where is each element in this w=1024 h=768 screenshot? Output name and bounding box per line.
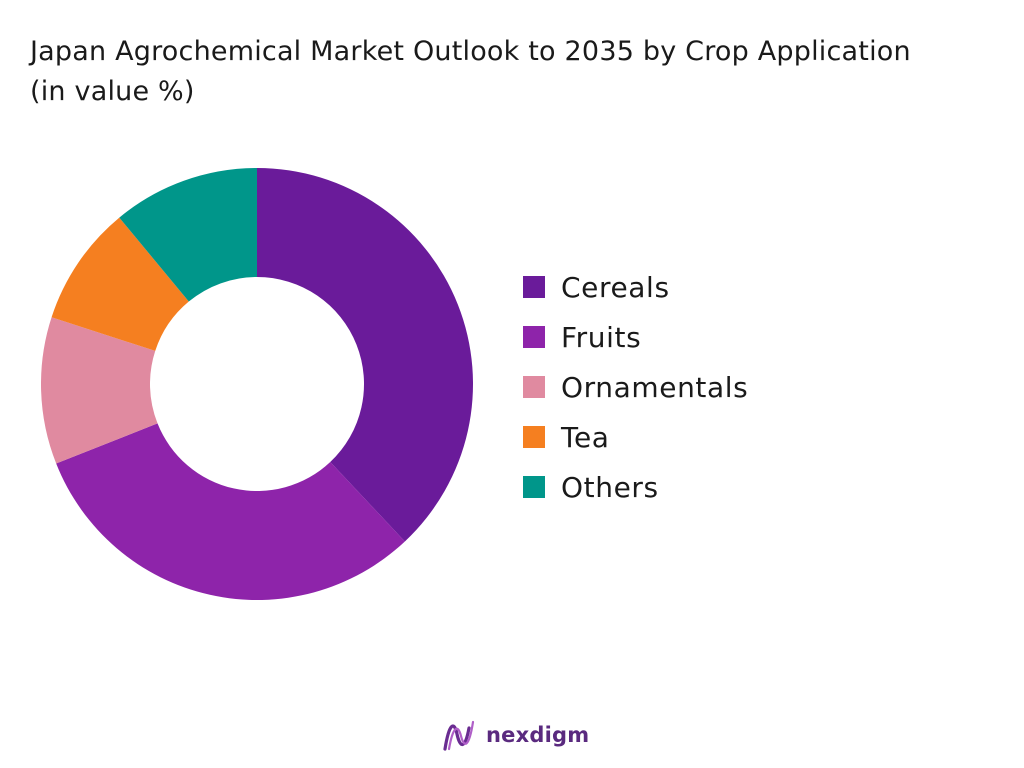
legend-swatch bbox=[523, 426, 545, 448]
legend-label: Cereals bbox=[561, 270, 670, 304]
legend-swatch bbox=[523, 326, 545, 348]
legend-label: Ornamentals bbox=[561, 370, 749, 404]
chart-legend: Cereals Fruits Ornamentals Tea Others bbox=[523, 262, 748, 512]
slice-others bbox=[119, 168, 257, 302]
slice-fruits bbox=[56, 423, 405, 601]
legend-swatch bbox=[523, 476, 545, 498]
legend-item-others: Others bbox=[523, 462, 748, 512]
legend-item-tea: Tea bbox=[523, 412, 748, 462]
legend-label: Fruits bbox=[561, 320, 642, 354]
legend-item-ornamentals: Ornamentals bbox=[523, 362, 748, 412]
legend-swatch bbox=[523, 276, 545, 298]
legend-item-cereals: Cereals bbox=[523, 262, 748, 312]
slice-cereals bbox=[257, 168, 473, 542]
brand-name: nexdigm bbox=[486, 723, 590, 747]
slice-ornamentals bbox=[40, 317, 158, 464]
legend-swatch bbox=[523, 376, 545, 398]
chart-title: Japan Agrochemical Market Outlook to 203… bbox=[30, 36, 911, 107]
legend-label: Tea bbox=[561, 420, 610, 454]
legend-label: Others bbox=[561, 470, 659, 504]
legend-item-fruits: Fruits bbox=[523, 312, 748, 362]
brand-footer: nexdigm bbox=[440, 716, 589, 754]
nexdigm-logo-icon bbox=[443, 720, 475, 751]
donut-slices bbox=[40, 168, 473, 601]
slice-tea bbox=[51, 217, 189, 351]
